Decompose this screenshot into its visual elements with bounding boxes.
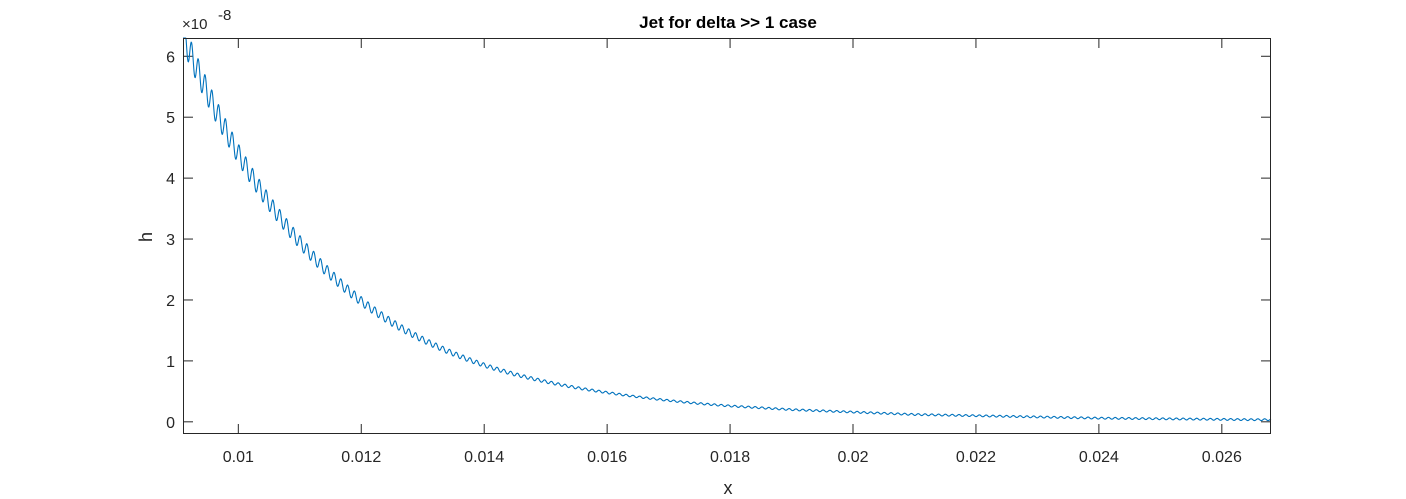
x-tick-label: 0.018 <box>710 449 750 466</box>
y-tick-label: 2 <box>166 293 175 310</box>
x-tick-label: 0.016 <box>587 449 627 466</box>
y-tick-label: 6 <box>166 49 175 66</box>
x-tick-label: 0.026 <box>1202 449 1242 466</box>
y-tick-label: 3 <box>166 232 175 249</box>
x-axis-label: x <box>724 478 733 498</box>
plot-frame <box>183 38 1271 434</box>
x-tick-label: 0.01 <box>223 449 254 466</box>
y-ticks: 0 1 2 3 4 5 6 <box>166 49 1271 432</box>
x-tick-label: 0.024 <box>1079 449 1119 466</box>
y-axis-label: h <box>136 232 156 242</box>
y-exponent: ×10 -8 <box>182 7 231 33</box>
plot-area <box>183 38 1271 434</box>
x-tick-label: 0.012 <box>341 449 381 466</box>
series-line-h <box>182 37 1272 422</box>
chart-title: Jet for delta >> 1 case <box>639 13 817 32</box>
y-tick-label: 0 <box>166 415 175 432</box>
y-tick-label: 1 <box>166 354 175 371</box>
x-tick-label: 0.014 <box>464 449 504 466</box>
y-exponent-power: -8 <box>218 7 231 24</box>
x-tick-label: 0.02 <box>837 449 868 466</box>
x-ticks: 0.01 0.012 0.014 0.016 0.018 0.02 0.022 0.024 0.… <box>223 38 1242 466</box>
y-tick-label: 5 <box>166 110 175 127</box>
y-tick-label: 4 <box>166 171 175 188</box>
y-exponent-base: ×10 <box>182 16 207 33</box>
x-tick-label: 0.022 <box>956 449 996 466</box>
